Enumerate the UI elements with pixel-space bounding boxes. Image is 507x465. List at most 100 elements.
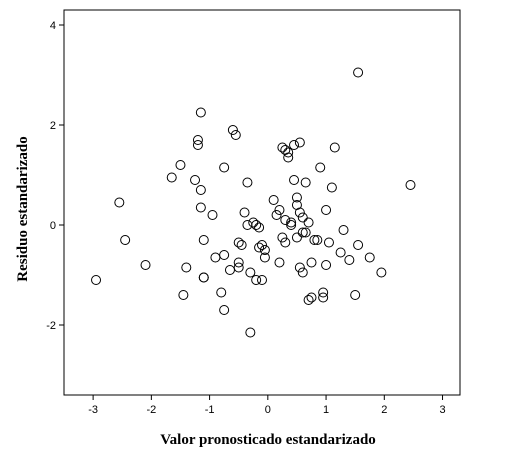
data-point <box>286 217 297 228</box>
data-point <box>280 215 291 225</box>
data-point <box>192 140 203 150</box>
data-point <box>300 227 311 238</box>
data-point <box>91 275 102 285</box>
y-axis-title: Residuo estandarizado <box>15 136 31 281</box>
data-point <box>283 152 294 163</box>
data-point <box>178 290 189 300</box>
data-point <box>291 192 302 203</box>
data-point <box>303 217 314 228</box>
data-point <box>198 272 209 283</box>
data-point <box>114 197 125 208</box>
data-point <box>309 235 320 245</box>
data-point <box>344 255 355 265</box>
data-point <box>219 250 230 260</box>
data-point <box>254 222 265 233</box>
data-point <box>271 210 282 220</box>
x-tick-label: -1 <box>205 404 215 416</box>
x-tick-label: 0 <box>265 404 271 416</box>
data-point <box>195 202 206 213</box>
data-point <box>140 260 151 270</box>
data-points <box>91 67 416 338</box>
y-tick-label: -2 <box>46 320 56 332</box>
data-point <box>242 177 253 188</box>
x-tick-label: -3 <box>88 404 98 416</box>
x-tick-label: -2 <box>146 404 156 416</box>
data-point <box>236 240 247 250</box>
data-point <box>289 175 300 185</box>
data-point <box>190 175 201 185</box>
data-point <box>257 240 267 250</box>
data-point <box>323 237 334 248</box>
data-point <box>280 237 291 248</box>
data-point <box>251 275 262 285</box>
data-point <box>294 207 305 218</box>
data-point <box>195 107 206 118</box>
data-point <box>254 242 265 253</box>
x-axis: -3 -2 -1 0 1 2 3 <box>88 395 446 416</box>
data-point <box>259 252 270 263</box>
data-point <box>233 237 244 248</box>
data-point <box>198 235 209 245</box>
data-point <box>181 262 192 273</box>
data-point <box>353 240 364 250</box>
data-point <box>321 205 332 215</box>
x-tick-label: 2 <box>381 404 387 416</box>
y-axis: -2 0 2 4 <box>46 20 64 332</box>
data-point <box>335 247 346 258</box>
data-point <box>248 217 259 228</box>
data-point <box>303 295 314 305</box>
y-tick-label: 4 <box>50 20 56 32</box>
data-point <box>166 172 177 183</box>
data-point <box>216 287 227 298</box>
x-axis-title: Valor pronosticado estandarizado <box>160 432 376 448</box>
data-point <box>195 185 206 195</box>
data-point <box>120 235 131 245</box>
data-point <box>245 327 256 338</box>
plot-frame <box>63 9 461 396</box>
data-point <box>274 205 285 215</box>
data-point <box>207 210 218 220</box>
data-point <box>291 232 302 243</box>
data-point <box>294 262 305 273</box>
data-point <box>219 305 230 315</box>
data-point <box>350 290 361 300</box>
data-point <box>268 195 279 205</box>
data-point <box>300 177 311 188</box>
data-point <box>306 292 317 303</box>
data-point <box>297 227 308 238</box>
data-point <box>259 245 270 255</box>
data-point <box>277 232 288 243</box>
data-point <box>233 262 244 273</box>
data-point <box>318 287 329 298</box>
data-point <box>353 67 364 78</box>
data-point <box>289 140 300 150</box>
data-point <box>251 220 262 230</box>
data-point <box>321 260 332 270</box>
data-point <box>239 207 250 218</box>
data-point <box>230 130 241 140</box>
data-point <box>233 257 244 268</box>
data-point <box>318 292 329 303</box>
data-point <box>315 162 326 173</box>
data-point <box>283 147 294 158</box>
data-point <box>192 135 203 145</box>
data-point <box>175 160 186 170</box>
data-point <box>364 252 375 263</box>
data-point <box>280 145 291 155</box>
data-point <box>376 267 387 278</box>
data-point <box>286 220 297 230</box>
data-point <box>274 257 285 268</box>
data-point <box>297 267 308 278</box>
data-point <box>329 142 340 153</box>
data-point <box>291 200 302 210</box>
data-point <box>405 180 416 190</box>
x-tick-label: 3 <box>439 404 445 416</box>
data-point <box>338 225 349 235</box>
data-point <box>257 275 267 285</box>
x-tick-label: 1 <box>323 404 329 416</box>
data-point <box>312 235 323 245</box>
data-point <box>245 267 256 278</box>
data-point <box>277 142 288 153</box>
data-point <box>294 137 305 148</box>
